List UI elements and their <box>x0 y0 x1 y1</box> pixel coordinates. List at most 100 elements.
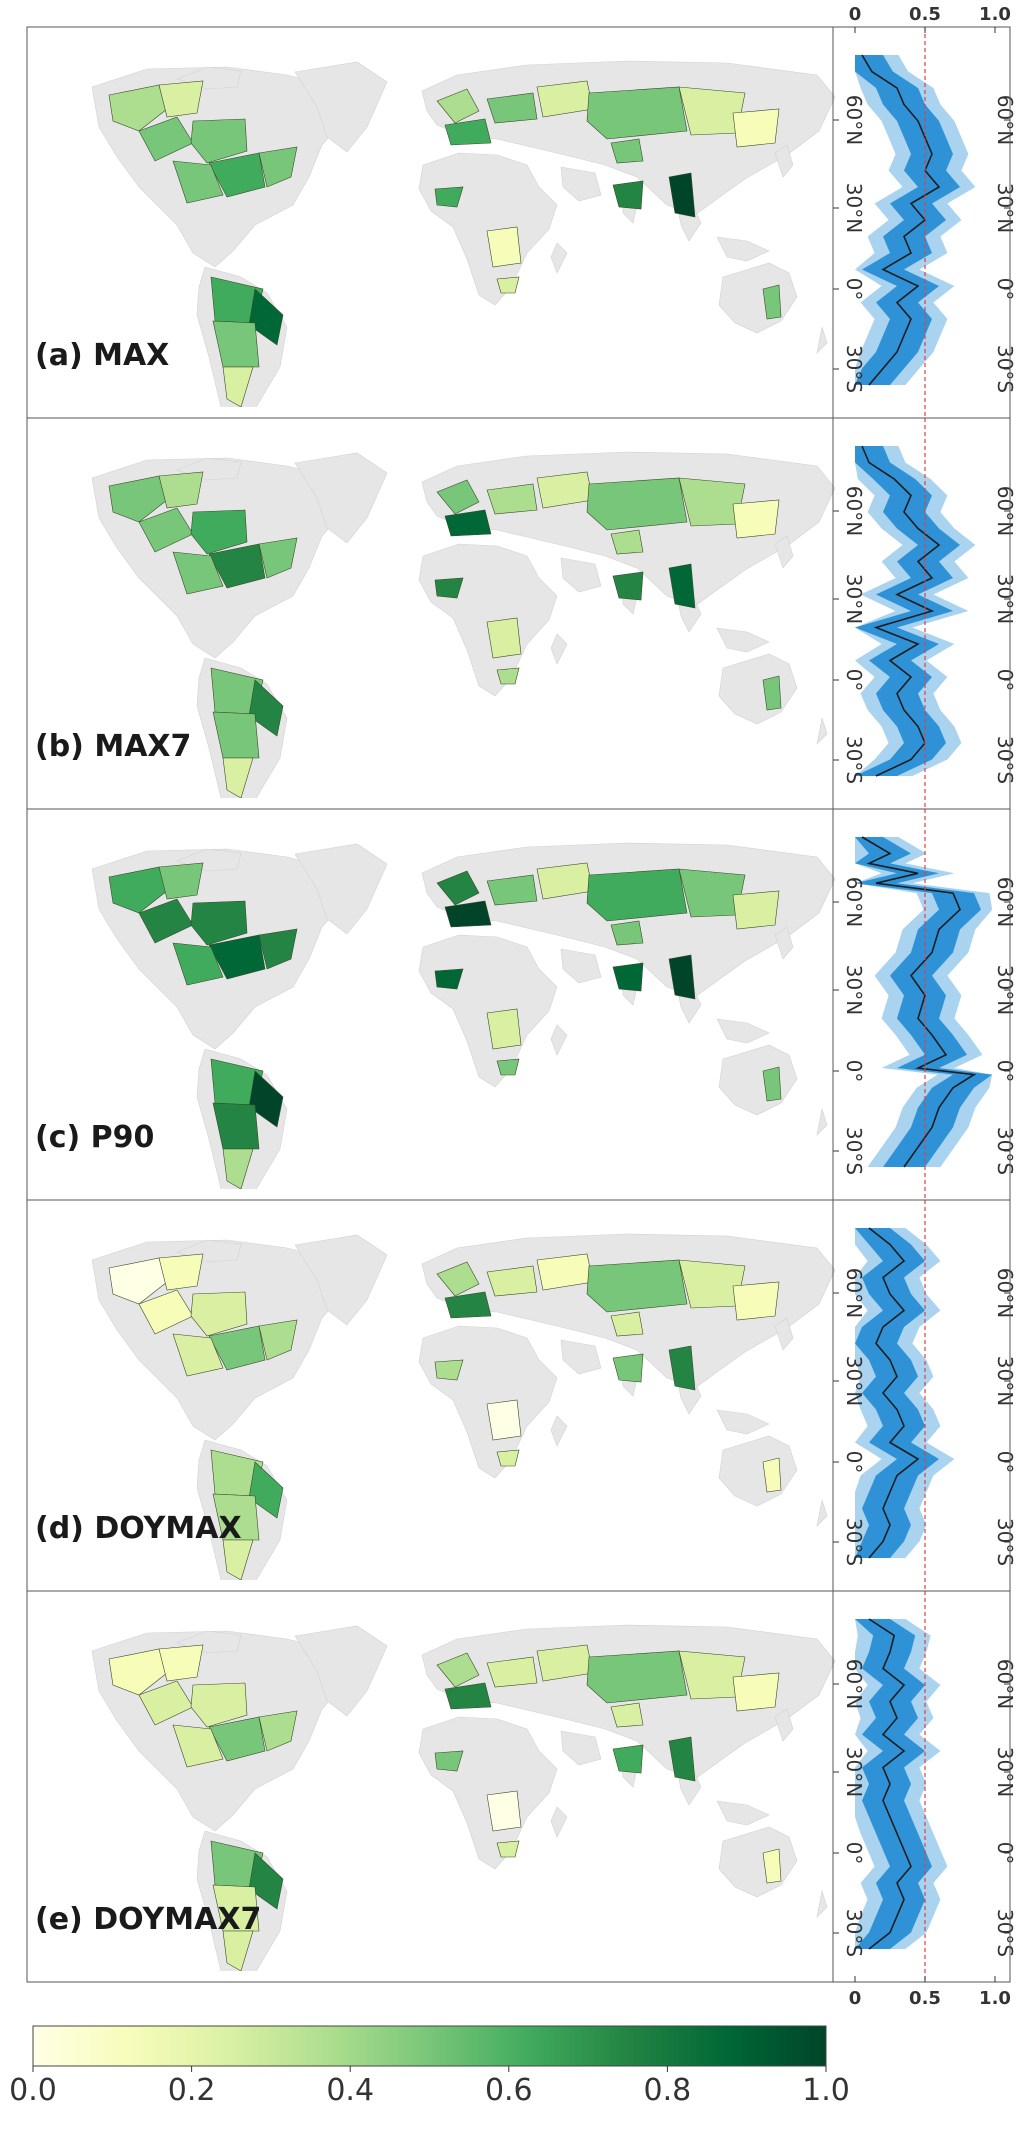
x-tick-label-bottom: 1.0 <box>979 1988 1011 2009</box>
lat-tick-label: 60°N <box>993 1268 1017 1318</box>
panel-label: (a) MAX <box>35 338 169 373</box>
panel-1: (a) MAX 60°N 60°N 30°N 30°N 0° 0° 30°S 30°S <box>26 26 1017 419</box>
panel-label: (c) P90 <box>35 1120 154 1155</box>
basin-18 <box>732 499 780 539</box>
basin-24 <box>668 1345 696 1391</box>
basin-21 <box>486 226 522 268</box>
inner-range-band <box>855 1228 939 1558</box>
panel-stack: (a) MAX 60°N 60°N 30°N 30°N 0° 0° 30°S 30°S (b) M… <box>26 26 1017 1983</box>
basin-23 <box>612 1353 644 1383</box>
basin-18 <box>732 890 780 930</box>
colorbar-tick-label: 0.6 <box>485 2073 533 2108</box>
lat-tick-label: 30°N <box>993 574 1017 624</box>
lat-tick-label: 60°N <box>993 486 1017 536</box>
lat-tick-label: 30°N <box>993 1747 1017 1797</box>
latitude-profile: 60°N 60°N 30°N 30°N 0° 0° 30°S 30°S <box>833 27 1017 418</box>
basin-19 <box>610 138 644 164</box>
basin-23 <box>612 962 644 992</box>
lat-tick-label: 0° <box>993 278 1017 301</box>
median-line <box>868 1227 920 1559</box>
latitude-profile: 60°N 60°N 30°N 30°N 0° 0° 30°S 30°S <box>833 809 1017 1200</box>
median-line <box>868 1618 912 1950</box>
lat-tick-label: 0° <box>842 669 866 692</box>
basin-16 <box>586 477 688 531</box>
x-tick-label-top: 1.0 <box>979 4 1011 25</box>
world-map: (a) MAX <box>35 60 836 407</box>
colorbar-tick-label: 0.0 <box>9 2073 57 2108</box>
basin-22 <box>496 1449 520 1467</box>
basin-2 <box>158 471 204 509</box>
lat-tick-label: 30°S <box>993 1127 1017 1175</box>
basin-21 <box>486 1790 522 1832</box>
lat-tick-label: 0° <box>993 1060 1017 1083</box>
median-line <box>861 445 941 777</box>
basin-22 <box>496 667 520 685</box>
lat-tick-label: 30°N <box>842 1747 866 1797</box>
basin-23 <box>612 180 644 210</box>
lat-tick-label: 0° <box>842 1060 866 1083</box>
lat-tick-label: 30°N <box>842 1356 866 1406</box>
basin-24 <box>668 954 696 1000</box>
lat-tick-label: 60°N <box>993 877 1017 927</box>
basin-19 <box>610 920 644 946</box>
colorbar-tick-label: 0.4 <box>326 2073 374 2108</box>
lat-tick-label: 60°N <box>993 1659 1017 1709</box>
basin-16 <box>586 1650 688 1704</box>
lat-tick-label: 0° <box>842 278 866 301</box>
lat-tick-label: 60°N <box>842 486 866 536</box>
basin-19 <box>610 1311 644 1337</box>
profile-frame <box>832 1590 1011 1983</box>
lat-tick-label: 30°N <box>842 965 866 1015</box>
basin-2 <box>158 80 204 118</box>
basin-24 <box>668 563 696 609</box>
lat-tick-label: 60°N <box>993 95 1017 145</box>
lat-tick-label: 30°S <box>842 1127 866 1175</box>
basin-2 <box>158 862 204 900</box>
x-tick-label-top: 0.5 <box>909 4 941 25</box>
world-map: (d) DOYMAX <box>35 1233 836 1580</box>
colorbar-tick-label: 1.0 <box>802 2073 850 2108</box>
basin-18 <box>732 1672 780 1712</box>
colorbar-tick-label: 0.2 <box>168 2073 216 2108</box>
basin-16 <box>586 86 688 140</box>
x-tick-label-top: 0 <box>849 4 862 25</box>
lat-tick-label: 30°N <box>993 965 1017 1015</box>
lat-tick-label: 30°S <box>842 345 866 393</box>
inner-range-band <box>855 446 960 776</box>
basin-21 <box>486 1008 522 1050</box>
inner-range-band <box>855 55 960 385</box>
lat-tick-label: 0° <box>993 1451 1017 1474</box>
lat-tick-label: 30°N <box>842 183 866 233</box>
x-tick-label-bottom: 0 <box>849 1988 862 2009</box>
world-map: (c) P90 <box>35 842 836 1189</box>
inner-range-band <box>855 1619 932 1949</box>
panel-label: (b) MAX7 <box>35 729 191 764</box>
basin-24 <box>668 172 696 218</box>
basin-21 <box>486 1399 522 1441</box>
basin-22 <box>496 276 520 294</box>
basin-22 <box>496 1840 520 1858</box>
lat-tick-label: 30°N <box>993 1356 1017 1406</box>
basin-16 <box>586 1259 688 1313</box>
x-tick-label-bottom: 0.5 <box>909 1988 941 2009</box>
basin-23 <box>612 1744 644 1774</box>
lat-tick-label: 0° <box>993 669 1017 692</box>
panel-5: (e) DOYMAX7 60°N 60°N 30°N 30°N 0° 0° 30°S 30°S <box>26 1590 1017 1983</box>
lat-tick-label: 30°S <box>993 736 1017 784</box>
basin-18 <box>732 108 780 148</box>
panel-4: (d) DOYMAX 60°N 60°N 30°N 30°N 0° 0° 30°S 30°S <box>26 1199 1017 1592</box>
basin-22 <box>496 1058 520 1076</box>
lat-tick-label: 30°S <box>842 1909 866 1957</box>
panel-3: (c) P90 60°N 60°N 30°N 30°N 0° 0° 30°S 30°S <box>26 808 1017 1201</box>
basin-21 <box>486 617 522 659</box>
lat-tick-label: 30°N <box>993 183 1017 233</box>
profile-x-axis: 0 0 0.5 0.5 1.0 1.0 <box>849 4 1011 2009</box>
basin-2 <box>158 1253 204 1291</box>
lat-tick-label: 60°N <box>842 1268 866 1318</box>
basin-23 <box>612 571 644 601</box>
panel-2: (b) MAX7 60°N 60°N 30°N 30°N 0° 0° 30°S 30°S <box>26 417 1017 810</box>
median-line <box>861 836 977 1168</box>
panel-label: (e) DOYMAX7 <box>35 1902 261 1937</box>
lat-tick-label: 30°S <box>842 736 866 784</box>
